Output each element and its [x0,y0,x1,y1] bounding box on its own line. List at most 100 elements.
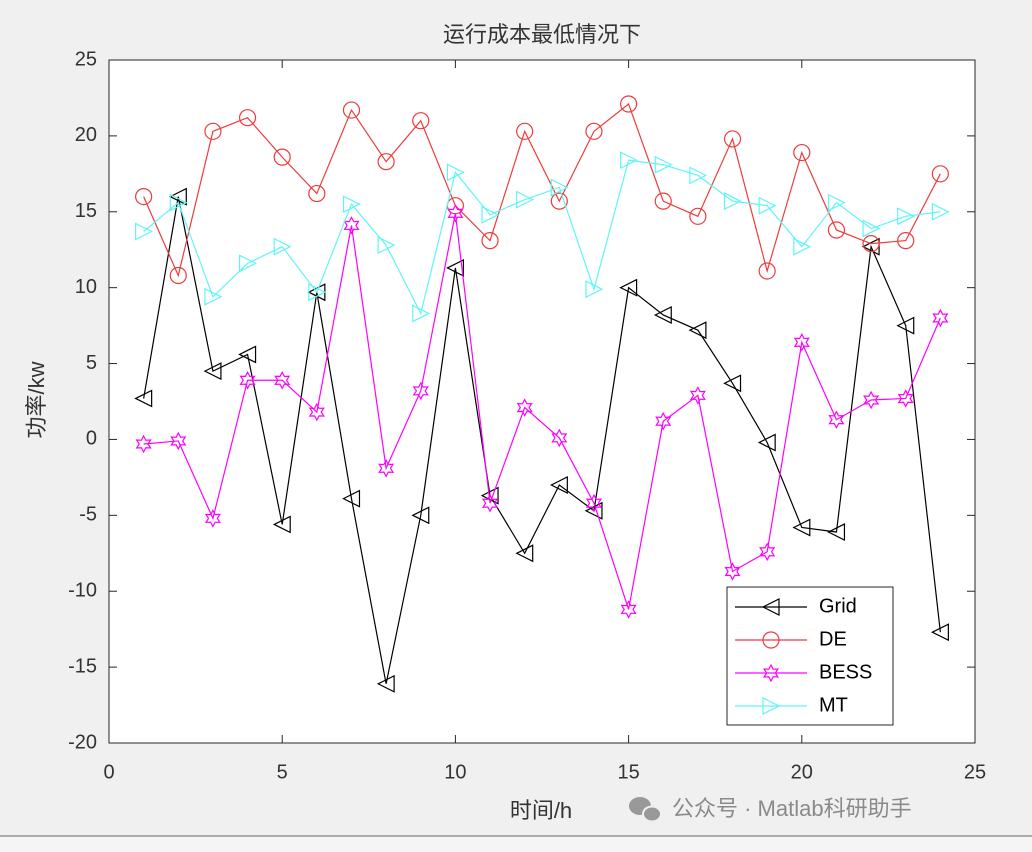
y-tick-label: -15 [68,655,97,677]
marker [516,190,535,209]
marker [827,221,846,239]
marker [203,362,222,381]
marker [308,184,326,203]
marker [653,306,672,324]
marker [897,389,914,408]
marker [689,386,706,405]
legend-box [726,586,894,726]
marker [793,237,812,256]
marker [689,166,708,185]
x-axis-label: 时间/h [510,798,572,823]
marker [516,122,534,140]
legend-label: Grid [819,595,857,617]
y-axis-label: 功率/kw [24,361,49,438]
marker [378,459,395,478]
marker [238,345,257,364]
marker [550,178,569,197]
marker [931,202,950,221]
marker [168,187,187,206]
marker [204,509,221,528]
marker [376,674,395,693]
marker [411,506,430,525]
series [135,151,950,323]
marker [274,371,291,390]
marker [550,192,568,210]
marker [827,523,846,541]
marker [585,493,603,513]
marker [238,109,257,127]
marker [897,232,915,250]
y-tick-label: -20 [68,731,97,753]
marker [758,262,776,280]
marker [932,308,949,328]
x-tick-label: 0 [103,761,114,783]
x-tick-label: 25 [964,761,986,783]
marker [272,515,291,534]
marker [863,390,880,410]
marker [481,205,500,224]
marker [689,207,707,225]
series-line [143,196,941,684]
marker [896,316,915,335]
marker [412,381,429,401]
marker [239,371,256,390]
marker [688,321,707,340]
chart-title: 运行成本最低情况下 [443,22,641,47]
marker [135,222,153,241]
marker [135,434,152,454]
series-line [143,103,941,278]
series-line [143,213,941,610]
marker [655,411,672,431]
y-tick-label: 15 [75,200,97,222]
marker [135,188,153,206]
marker [792,518,811,537]
marker [169,266,187,285]
marker [134,389,153,408]
marker [342,101,361,119]
x-tick-label: 20 [791,761,813,783]
bottom-strip [0,836,1032,852]
marker [584,501,603,520]
marker [447,204,464,223]
marker [793,143,811,162]
series [135,204,949,619]
marker [342,195,361,214]
x-tick-label: 5 [277,761,288,783]
marker [585,280,604,299]
legend: Grid DE BESS MT [726,586,894,726]
legend-label: MT [819,694,848,716]
marker [585,122,603,140]
marker [308,402,325,422]
marker [620,600,637,619]
legend-label: BESS [819,661,872,683]
marker [654,155,673,174]
y-tick-label: 5 [86,352,97,374]
marker [828,410,845,429]
y-tick-label: 0 [86,428,97,450]
marker [724,562,741,581]
series [134,187,949,693]
watermark: 公众号 · Matlab科研助手 [672,796,912,821]
legend-marker [762,697,781,715]
marker [827,193,846,212]
series-line [143,159,941,316]
legend-label: DE [819,628,847,650]
marker [516,398,533,417]
marker [619,151,638,170]
y-tick-label: 20 [75,124,97,146]
marker [342,489,361,508]
y-tick-label: -5 [79,504,97,526]
marker [204,122,222,140]
marker [412,304,431,323]
x-tick-label: 15 [617,761,639,783]
marker [238,254,257,273]
marker [204,287,223,306]
marker [862,235,880,253]
marker [931,623,949,642]
marker [446,258,464,277]
marker [723,130,742,148]
y-tick-label: 25 [75,48,97,70]
marker [377,236,396,255]
